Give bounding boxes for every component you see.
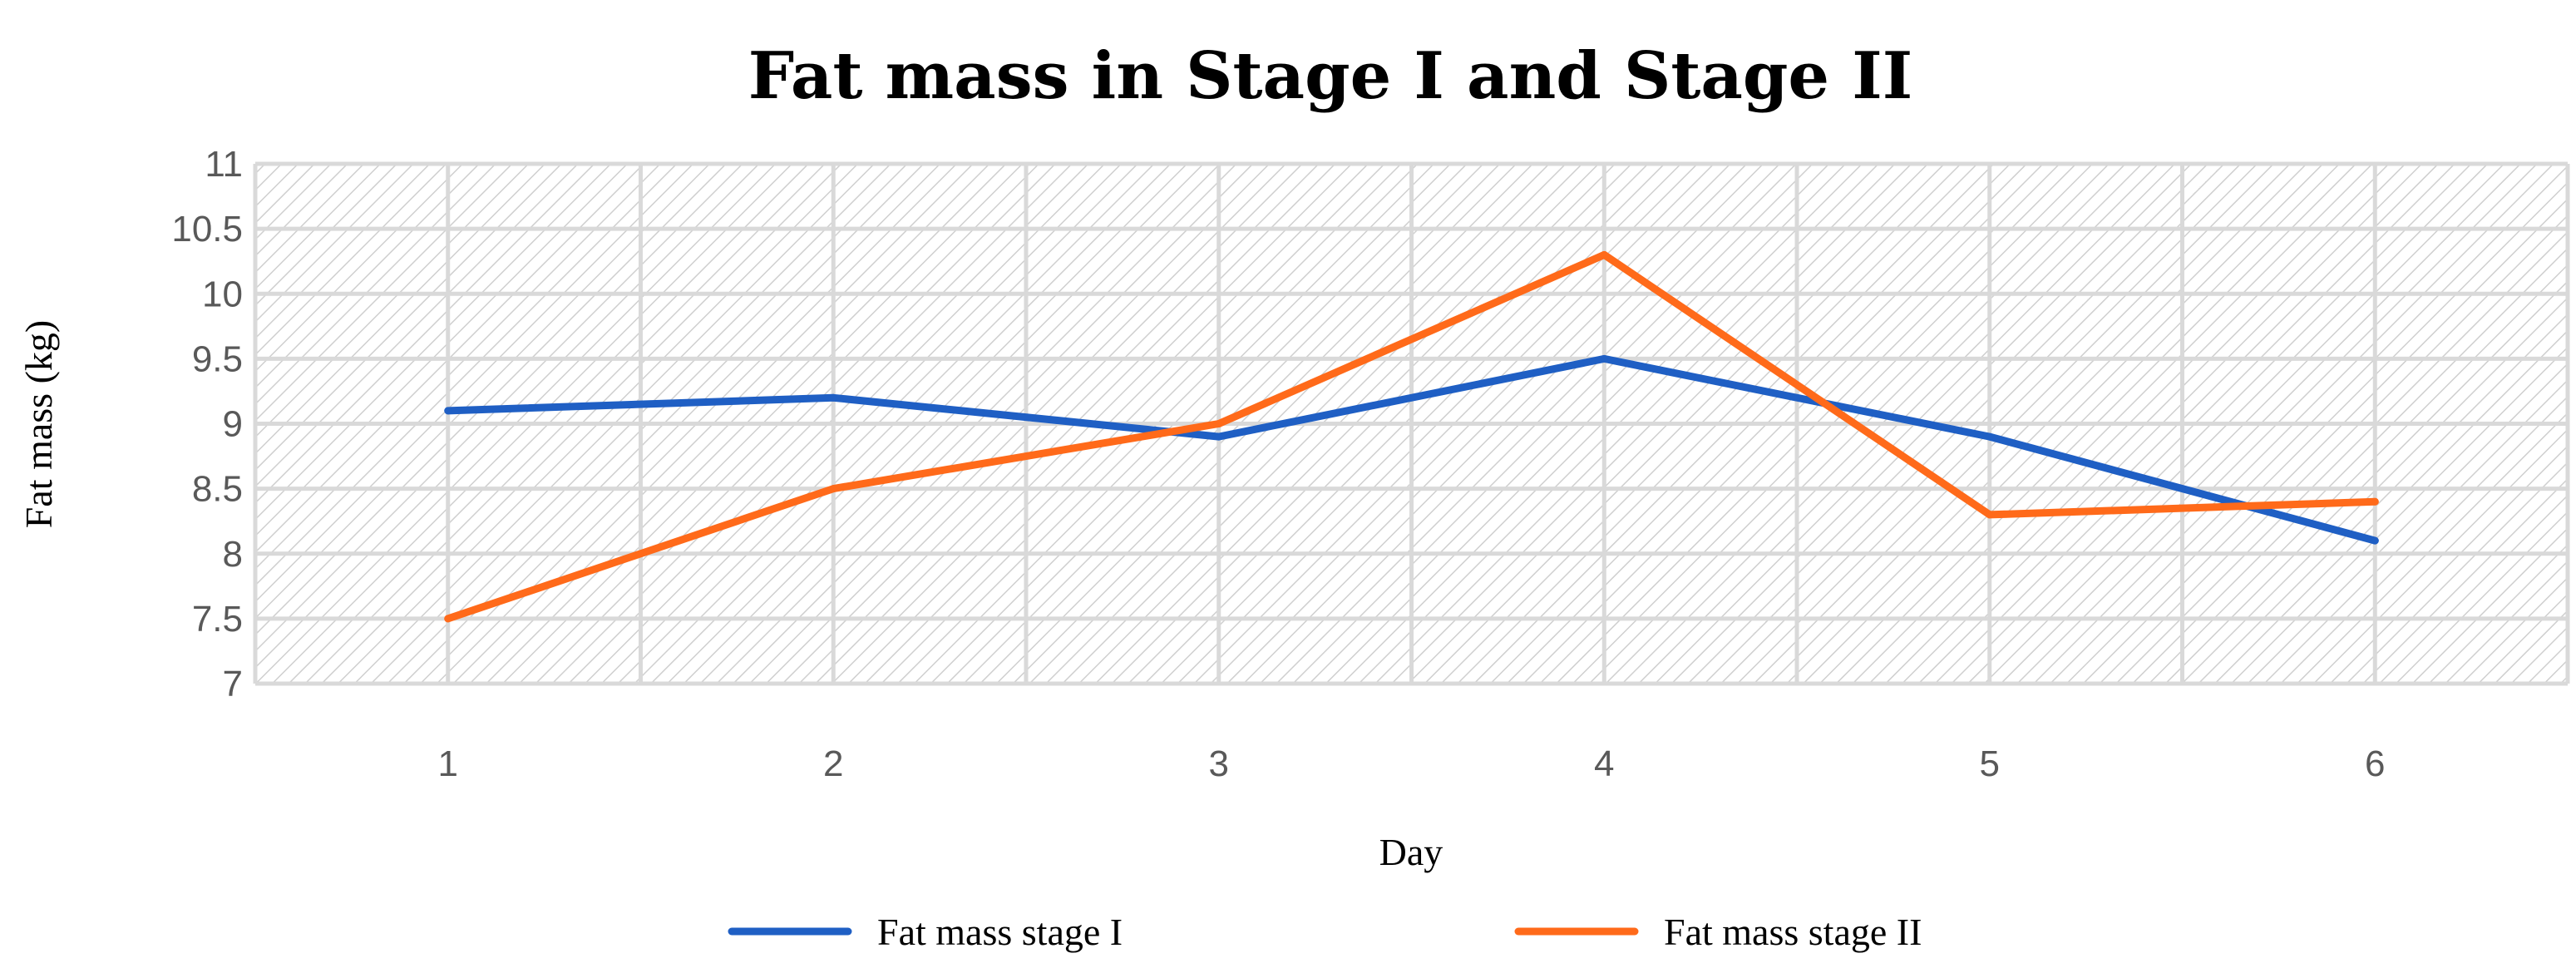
data-point xyxy=(1986,432,1994,441)
series-line-1 xyxy=(444,354,2379,545)
x-tick-label: 4 xyxy=(1594,743,1614,784)
y-axis-title: Fat mass (kg) xyxy=(17,320,60,528)
y-axis-ticks: 7 7.5 8 8.5 9 9.5 10 10.5 11 xyxy=(171,144,243,704)
chart-title: Fat mass in Stage I and Stage II xyxy=(748,38,1912,114)
series-lines xyxy=(444,250,2379,623)
y-tick-label: 9 xyxy=(223,404,243,445)
data-point xyxy=(829,393,837,402)
data-point xyxy=(1600,250,1608,259)
y-tick-label: 8.5 xyxy=(192,469,243,510)
y-tick-label: 11 xyxy=(205,144,243,185)
data-point xyxy=(1600,354,1608,363)
x-tick-label: 3 xyxy=(1209,743,1229,784)
x-tick-label: 2 xyxy=(823,743,843,784)
y-tick-label: 9.5 xyxy=(192,338,243,379)
y-tick-label: 7 xyxy=(223,664,243,704)
y-tick-label: 8 xyxy=(223,534,243,575)
data-point xyxy=(444,407,452,415)
series-line-2 xyxy=(444,250,2379,623)
data-point xyxy=(1215,420,1223,427)
x-tick-label: 5 xyxy=(1980,743,2000,784)
y-tick-label: 7.5 xyxy=(192,599,243,640)
legend-label-1: Fat mass stage I xyxy=(877,911,1123,953)
data-point xyxy=(1986,511,1994,519)
legend: Fat mass stage I Fat mass stage II xyxy=(728,911,1922,953)
data-point xyxy=(2371,497,2379,506)
x-tick-label: 1 xyxy=(438,743,458,784)
data-point xyxy=(1215,432,1223,441)
data-point xyxy=(444,615,452,623)
legend-label-2: Fat mass stage II xyxy=(1664,911,1922,953)
x-axis-title: Day xyxy=(1379,831,1443,873)
y-tick-label: 10.5 xyxy=(171,209,243,249)
x-axis-ticks: 1 2 3 4 5 6 xyxy=(438,743,2386,784)
data-point xyxy=(2371,536,2379,545)
data-point xyxy=(829,485,837,493)
y-tick-label: 10 xyxy=(202,274,243,314)
x-tick-label: 6 xyxy=(2365,743,2385,784)
